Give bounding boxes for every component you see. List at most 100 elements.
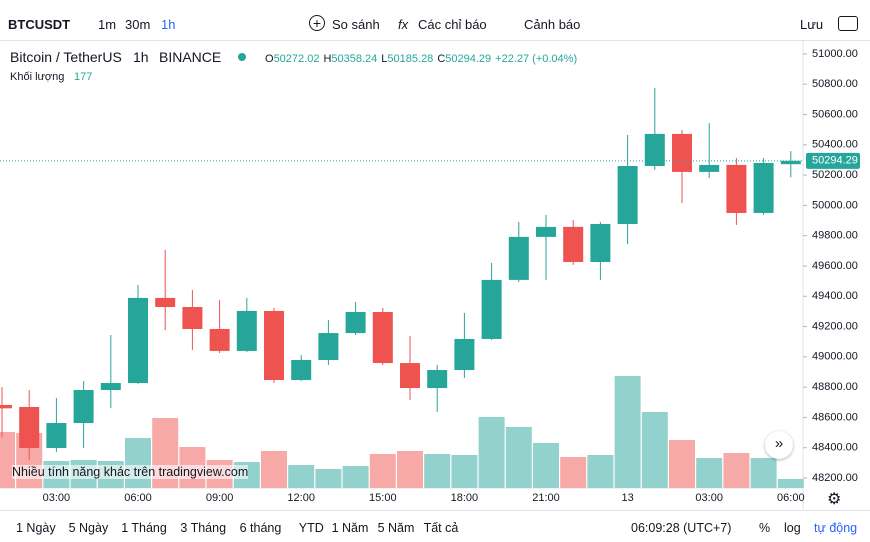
y-tick-label: 51000.00 [812, 48, 858, 60]
candle-body [0, 405, 12, 409]
range-button[interactable]: 1 Tháng [121, 521, 167, 535]
range-button[interactable]: 3 Tháng [180, 521, 227, 535]
candle-body [73, 390, 94, 424]
candle-body [644, 133, 665, 167]
candle-body [236, 310, 257, 351]
alerts-button[interactable]: Cảnh báo [524, 17, 581, 32]
candle-body [617, 166, 638, 225]
volume-bar [369, 453, 396, 488]
volume-bar [451, 455, 478, 488]
ohlc-value: 50358.24 [331, 53, 378, 65]
y-tick-label: 50800.00 [812, 78, 858, 90]
candle-body [481, 279, 502, 339]
y-tick-label: 49400.00 [812, 290, 858, 302]
range-button[interactable]: 6 tháng [239, 521, 282, 535]
volume-label: Khối lượng [10, 71, 65, 83]
interval[interactable]: 1h [161, 17, 176, 32]
footer-border [0, 510, 870, 511]
change-label: +22.27 (+0.04%) [495, 53, 578, 65]
volume-bar [288, 465, 315, 488]
candle-body [264, 310, 284, 381]
y-tick-label: 49800.00 [812, 230, 858, 242]
save-button[interactable]: Lưu [800, 17, 824, 32]
volume-bar [750, 458, 777, 488]
y-tick-label: 48400.00 [812, 442, 858, 454]
candle-body [726, 164, 747, 213]
y-tick-label: 48200.00 [812, 472, 858, 484]
y-tick-label: 49000.00 [812, 351, 858, 363]
plus-icon: + [309, 15, 325, 31]
candle-body [400, 363, 420, 389]
indicators-button[interactable]: Các chỉ báo [418, 17, 487, 32]
ohlc-legend: O50272.02 H50358.24 L50185.28 C50294.29 +22.… [265, 53, 577, 65]
status-dot [238, 53, 246, 61]
price-label: 50294.29 [812, 155, 858, 167]
y-tick-label: 50600.00 [812, 108, 858, 120]
ohlc-value: 50185.28 [387, 53, 434, 65]
candle-body [590, 224, 611, 263]
volume-value: 177 [74, 71, 93, 83]
x-tick-label: 15:00 [369, 492, 397, 504]
y-tick-label: 49600.00 [812, 260, 858, 272]
scroll-button[interactable]: » [765, 431, 793, 459]
range-button[interactable]: Tất cả [423, 521, 459, 535]
x-tick-label: 06:00 [777, 492, 805, 504]
x-tick-label: 06:00 [124, 492, 152, 504]
y-tick-label: 48800.00 [812, 381, 858, 393]
volume-bar [614, 376, 641, 488]
volume-bar [777, 479, 804, 488]
range-button[interactable]: 1 Ngày [16, 521, 56, 535]
toolbar [0, 0, 870, 41]
y-tick-label: 50400.00 [812, 139, 858, 151]
percent-button[interactable]: % [759, 521, 771, 535]
candle-body [672, 133, 692, 172]
candle-body [454, 338, 475, 371]
range-button[interactable]: 5 Ngày [68, 521, 109, 535]
auto-button[interactable]: tự động [814, 521, 858, 535]
watermark[interactable]: Nhiều tính năng khác trên tradingview.co… [12, 465, 249, 479]
ohlc-value: 50272.02 [273, 53, 320, 65]
candle-body [291, 360, 312, 381]
fx-icon: fx [398, 17, 409, 32]
candle-body [209, 328, 230, 351]
candle-body [699, 164, 720, 172]
log-button[interactable]: log [784, 521, 801, 535]
candle-body [780, 160, 801, 165]
compare-button[interactable]: So sánh [332, 17, 380, 32]
candle-body [536, 226, 556, 237]
interval-label: 1h [133, 49, 149, 65]
candle-body [19, 406, 40, 449]
volume-bar [587, 455, 614, 488]
y-tick-label: 49200.00 [812, 320, 858, 332]
candle-body [155, 297, 176, 308]
candle-body [100, 383, 121, 391]
candle-body [427, 370, 448, 389]
x-tick-label: 03:00 [695, 492, 723, 504]
volume-bar [669, 440, 695, 488]
range-button[interactable]: 5 Năm [377, 521, 415, 535]
x-tick-label: 21:00 [532, 492, 560, 504]
volume-bar [641, 411, 668, 488]
volume-bar [696, 458, 723, 488]
candle-body [182, 307, 203, 329]
interval[interactable]: 1m [98, 17, 117, 32]
candle-body [345, 312, 366, 334]
settings-icon[interactable]: ⚙ [827, 491, 842, 508]
candle-body [563, 226, 584, 263]
volume-bar [478, 416, 505, 488]
x-tick-label: 12:00 [287, 492, 315, 504]
y-tick-label: 50200.00 [812, 169, 858, 181]
x-tick-label: 09:00 [206, 492, 234, 504]
range-button[interactable]: 1 Năm [331, 521, 369, 535]
chart-title: Bitcoin / TetherUS [10, 49, 122, 65]
interval[interactable]: 30m [125, 17, 151, 32]
camera-icon[interactable] [838, 16, 858, 31]
volume-bar [125, 438, 151, 488]
clock: 06:09:28 (UTC+7) [631, 521, 732, 535]
symbol[interactable]: BTCUSDT [8, 17, 71, 32]
candle-body [46, 423, 67, 449]
volume-bar [315, 468, 342, 488]
candle-body [372, 312, 393, 364]
range-button[interactable]: YTD [298, 521, 324, 535]
